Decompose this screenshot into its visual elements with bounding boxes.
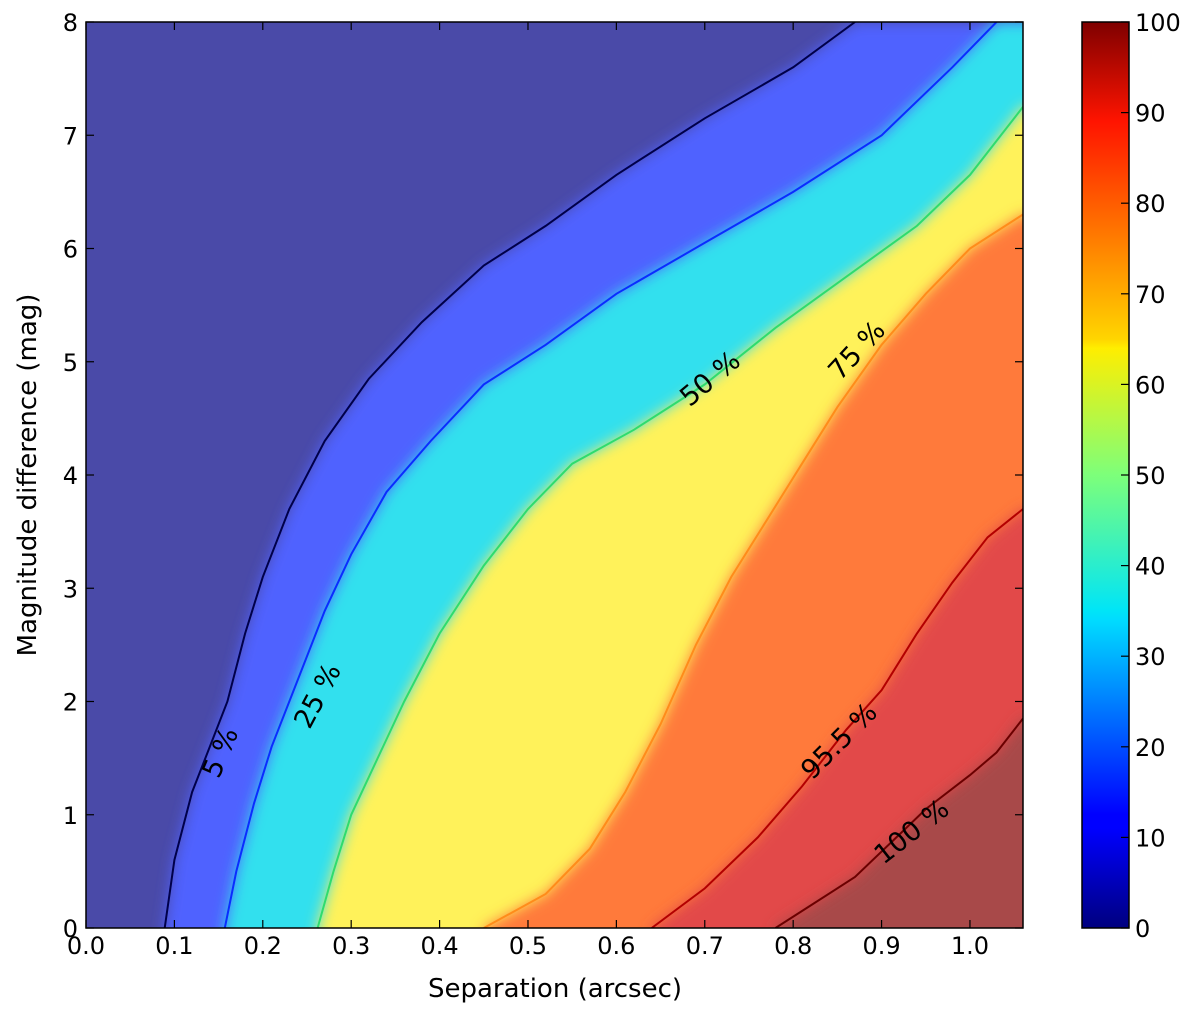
colorbar-tick-label: 30 <box>1135 643 1166 671</box>
y-tick-label: 2 <box>63 689 78 717</box>
y-axis: 0 1 2 3 4 5 6 7 8 <box>63 9 1023 943</box>
colorbar-tick-label: 60 <box>1135 371 1166 399</box>
x-tick-label: 0.4 <box>420 932 458 960</box>
colorbar-tick-label: 20 <box>1135 734 1166 762</box>
x-tick-label: 0.7 <box>686 932 724 960</box>
colorbar-ticks: 0 10 20 30 40 50 60 70 80 90 100 <box>1121 9 1181 943</box>
colorbar-tick-label: 10 <box>1135 824 1166 852</box>
y-tick-label: 7 <box>63 122 78 150</box>
colorbar-tick-label: 50 <box>1135 462 1166 490</box>
colorbar-tick-label: 40 <box>1135 553 1166 581</box>
x-tick-label: 0.9 <box>862 932 900 960</box>
x-tick-label: 0.3 <box>332 932 370 960</box>
contour-line <box>483 213 1023 928</box>
heatmap-bands <box>164 22 1023 928</box>
x-axis-title: Separation (arcsec) <box>428 974 682 1004</box>
colorbar-tick-label: 90 <box>1135 100 1166 128</box>
contour-line <box>651 508 1023 928</box>
y-tick-label: 6 <box>63 236 78 264</box>
y-tick-label: 8 <box>63 9 78 37</box>
contour-line <box>316 106 1023 928</box>
heatmap: 5 %25 %50 % 75 %95.5 %100 % <box>86 22 1023 928</box>
x-tick-label: 0.8 <box>774 932 812 960</box>
x-tick-label: 0.1 <box>155 932 193 960</box>
x-tick-label: 0.0 <box>67 932 105 960</box>
y-tick-label: 0 <box>63 915 78 943</box>
colorbar-tick-label: 80 <box>1135 190 1166 218</box>
y-tick-label: 4 <box>63 462 78 490</box>
y-tick-label: 5 <box>63 349 78 377</box>
x-tick-label: 0.2 <box>244 932 282 960</box>
x-axis: 0.0 0.1 0.2 0.3 0.4 0.5 0.6 0.7 0.8 0.9 1.0 <box>67 22 989 960</box>
colorbar-tick-label: 0 <box>1135 915 1150 943</box>
x-tick-label: 0.5 <box>509 932 547 960</box>
x-tick-label: 0.6 <box>597 932 635 960</box>
x-tick-label: 1.0 <box>951 932 989 960</box>
y-tick-label: 3 <box>63 575 78 603</box>
contour-line <box>163 22 856 928</box>
contour-line <box>223 22 998 928</box>
colorbar-tick-label: 100 <box>1135 9 1181 37</box>
colorbar: 0 10 20 30 40 50 60 70 80 90 100 <box>1081 9 1181 943</box>
heatmap-band <box>775 718 1023 928</box>
y-axis-title: Magnitude difference (mag) <box>13 294 43 657</box>
colorbar-tick-label: 70 <box>1135 281 1166 309</box>
y-tick-label: 1 <box>63 802 78 830</box>
contour-line <box>774 717 1023 928</box>
